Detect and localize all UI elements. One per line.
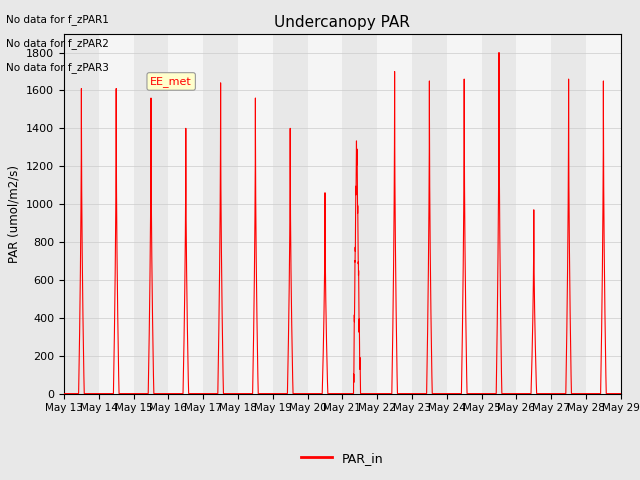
Bar [64, 34, 99, 394]
Bar [481, 34, 516, 394]
Text: EE_met: EE_met [150, 76, 192, 87]
Bar [412, 34, 447, 394]
Bar [308, 34, 342, 394]
Text: No data for f_zPAR3: No data for f_zPAR3 [6, 62, 109, 73]
Bar [238, 34, 273, 394]
Bar [99, 34, 134, 394]
Bar [134, 34, 168, 394]
Bar [377, 34, 412, 394]
Title: Undercanopy PAR: Undercanopy PAR [275, 15, 410, 30]
Legend: PAR_in: PAR_in [296, 447, 389, 469]
Bar [168, 34, 204, 394]
Bar [551, 34, 586, 394]
Bar [516, 34, 551, 394]
Text: No data for f_zPAR1: No data for f_zPAR1 [6, 14, 109, 25]
Text: No data for f_zPAR2: No data for f_zPAR2 [6, 38, 109, 49]
Bar [273, 34, 308, 394]
Bar [342, 34, 377, 394]
Bar [447, 34, 481, 394]
Bar [204, 34, 238, 394]
Bar [586, 34, 621, 394]
Y-axis label: PAR (umol/m2/s): PAR (umol/m2/s) [8, 165, 20, 263]
